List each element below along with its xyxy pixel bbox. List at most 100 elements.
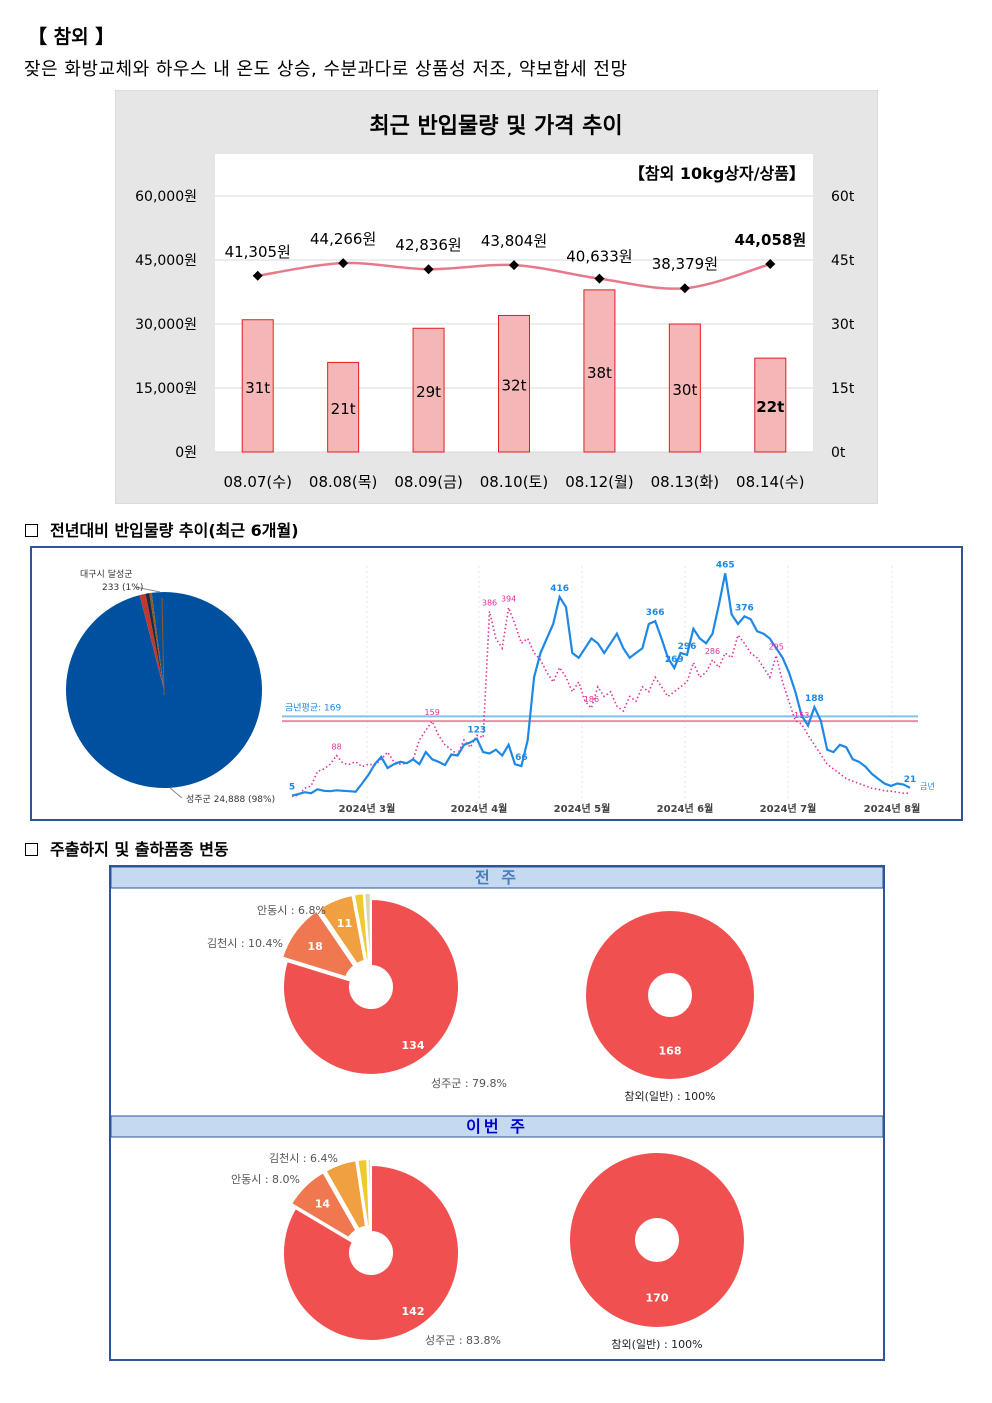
month-label: 2024년 7월 [760, 802, 817, 815]
right-tick-label: 0t [831, 445, 846, 461]
previous-callout: 153 [794, 711, 809, 720]
current-callout: 465 [716, 560, 735, 570]
pie-label-bottom: 성주군 24,888 (98%) [186, 794, 275, 805]
volume-label: 38t [587, 364, 612, 382]
right-tick-label: 45t [831, 253, 855, 269]
donut-slice [280, 909, 356, 979]
donut-value-label: 18 [308, 940, 323, 953]
shipping-region-variety-chart: 전 주 134 18 11 성주군 : 79.8% 김천시 : 10.4% 안동시 : 6.… [109, 865, 885, 1361]
price-marker [509, 260, 519, 271]
left-tick-label: 15,000원 [135, 381, 197, 397]
donut-slice [289, 1170, 358, 1240]
donut-slice [366, 1158, 372, 1228]
price-marker [338, 258, 349, 269]
volume-label: 21t [331, 400, 356, 418]
current-callout: 21 [904, 775, 917, 785]
region-callout: 김천시 : 6.4% [269, 1151, 338, 1165]
price-marker [252, 270, 263, 281]
price-marker [594, 273, 605, 284]
pie-leader-line [134, 586, 161, 593]
volume-label: 22t [756, 398, 784, 416]
pie-divider [161, 597, 165, 696]
yoy-volume-chart: 대구시 달성군 233 (1%) 성주군 24,888 (98%) 2024년 3월… [30, 546, 963, 821]
right-tick-label: 30t [831, 317, 855, 333]
panel-title: 이번 주 [466, 1117, 528, 1136]
market-summary: 잦은 화방교체와 하우스 내 온도 상승, 수분과다로 상품성 저조, 약보합세… [24, 59, 628, 80]
current-year-line [291, 573, 911, 797]
yoy-section-title: 전년대비 반입물량 추이(최근 6개월) [25, 517, 299, 541]
price-label: 38,379원 [652, 255, 718, 273]
series-end-label: 금년 [920, 781, 935, 791]
region-callout: 안동시 : 6.8% [257, 904, 326, 917]
donut-value-label: 142 [402, 1305, 425, 1318]
volume-bar [583, 289, 616, 453]
current-callout: 376 [735, 603, 754, 613]
volume-bar [241, 319, 274, 453]
panel-title-bar [110, 866, 884, 889]
current-average-label: 금년평균: 169 [285, 702, 341, 713]
panel-title: 전 주 [475, 868, 519, 887]
current-callout: 188 [805, 694, 824, 704]
region-callout: 안동시 : 8.0% [231, 1173, 300, 1186]
volume-label: 29t [416, 383, 441, 401]
current-callout: 296 [678, 642, 697, 652]
left-tick-label: 30,000원 [135, 317, 197, 333]
panel-title-bar [110, 1115, 884, 1138]
current-callout: 416 [550, 584, 569, 594]
donut-slice [282, 1163, 460, 1342]
variety-callout: 참외(일반) : 100% [611, 1337, 702, 1351]
donut-slice [567, 1151, 747, 1329]
price-label: 40,633원 [566, 248, 632, 266]
right-tick-label: 60t [831, 189, 855, 205]
month-label: 2024년 6월 [657, 802, 714, 815]
donut-slice [583, 909, 757, 1081]
donut-slice [317, 893, 366, 966]
previous-year-line [291, 604, 910, 798]
previous-callout: 88 [332, 742, 342, 751]
previous-callout: 159 [425, 708, 440, 717]
current-callout: 5 [289, 783, 295, 793]
price-label: 43,804원 [481, 232, 547, 250]
volume-bar [327, 361, 360, 453]
current-callout: 66 [515, 753, 528, 763]
current-callout: 269 [665, 655, 684, 665]
page-title: 【 참외 】 [28, 26, 115, 48]
donut-value-label: 168 [659, 1045, 682, 1058]
price-label: 44,266원 [310, 230, 376, 248]
shipping-section-title: 주출하지 및 출하품종 변동 [25, 836, 229, 860]
month-label: 2024년 5월 [554, 802, 611, 815]
chart-title: 최근 반입물량 및 가격 추이 [369, 114, 622, 139]
donut-value-label: 14 [315, 1198, 331, 1211]
price-marker [679, 283, 690, 294]
left-tick-label: 60,000원 [135, 189, 197, 205]
price-marker [765, 259, 776, 270]
current-callout: 366 [646, 608, 665, 618]
donut-value-label: 11 [337, 917, 352, 930]
volume-label: 30t [672, 381, 697, 399]
category-label: 08.10(토) [480, 473, 548, 491]
price-label: 42,836원 [395, 236, 461, 254]
left-tick-label: 0원 [175, 445, 197, 461]
volume-bar [412, 327, 445, 453]
category-label: 08.12(월) [565, 473, 633, 491]
left-tick-label: 45,000원 [135, 253, 197, 269]
price-label: 41,305원 [225, 243, 291, 261]
month-label: 2024년 8월 [864, 802, 921, 815]
pie-label-top-value: 233 (1%) [102, 583, 143, 593]
region-callout: 성주군 : 79.8% [431, 1077, 507, 1090]
month-label: 2024년 4월 [451, 802, 508, 815]
price-marker [423, 264, 434, 275]
month-label: 2024년 3월 [339, 802, 396, 815]
previous-callout: 295 [769, 642, 784, 651]
pie-slice [139, 593, 164, 690]
volume-label: 31t [245, 379, 270, 397]
region-callout: 성주군 : 83.8% [425, 1334, 501, 1347]
current-callout: 123 [467, 726, 486, 736]
volume-bar [668, 323, 701, 453]
price-label: 44,058원 [734, 231, 806, 249]
previous-callout: 386 [482, 598, 497, 607]
volume-bar [498, 314, 530, 453]
category-label: 08.14(수) [736, 473, 804, 491]
category-label: 08.13(화) [651, 473, 719, 491]
previous-callout: 186 [584, 695, 599, 704]
